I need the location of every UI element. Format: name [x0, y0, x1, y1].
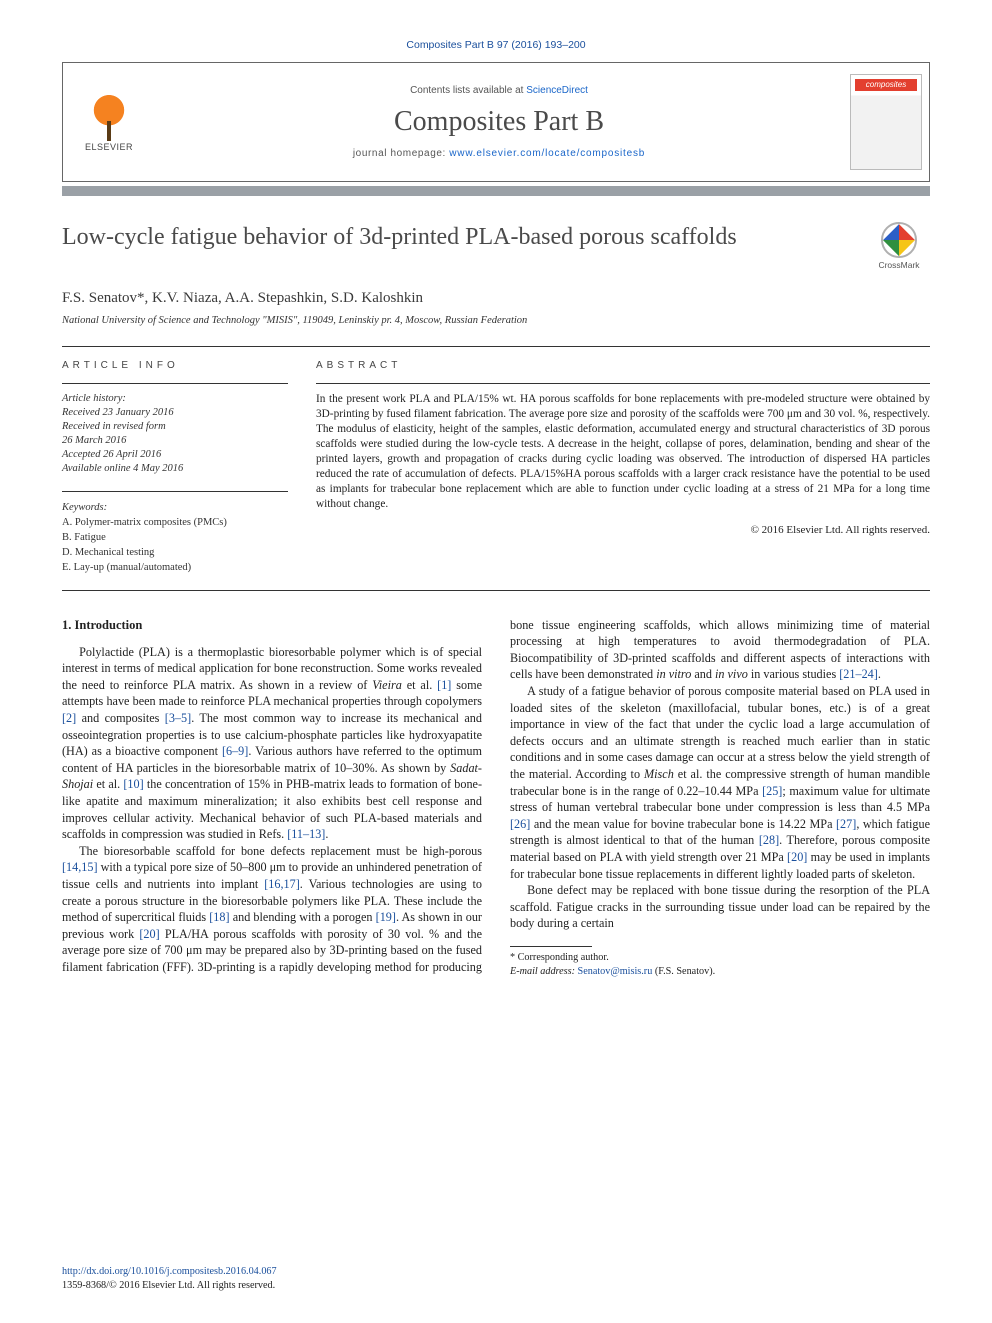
sciencedirect-link[interactable]: ScienceDirect [526, 85, 588, 96]
keywords-title: Keywords: [62, 500, 288, 515]
misch: Misch [644, 767, 674, 781]
affiliation: National University of Science and Techn… [62, 314, 930, 328]
ref-19[interactable]: [19] [376, 910, 396, 924]
publisher-logo: ELSEVIER [63, 63, 155, 181]
copyright-line: © 2016 Elsevier Ltd. All rights reserved… [316, 523, 930, 538]
elsevier-tree-icon [85, 91, 133, 139]
corresponding-author: * Corresponding author. [510, 951, 908, 965]
abstract-head: ABSTRACT [316, 359, 930, 373]
kw-a: A. Polymer-matrix composites (PMCs) [62, 515, 288, 530]
footnote-rule [510, 946, 592, 947]
journal-cover [843, 63, 929, 181]
crossmark-badge[interactable]: CrossMark [868, 222, 930, 271]
ref-10[interactable]: [10] [123, 777, 143, 791]
ref-20[interactable]: [20] [139, 927, 159, 941]
keywords-block: Keywords: A. Polymer-matrix composites (… [62, 500, 288, 576]
ref-2[interactable]: [2] [62, 711, 76, 725]
homepage-line: journal homepage: www.elsevier.com/locat… [353, 147, 645, 161]
crossmark-icon [881, 222, 917, 258]
contents-line: Contents lists available at ScienceDirec… [410, 84, 588, 98]
body-columns: 1. Introduction Polylactide (PLA) is a t… [62, 617, 930, 979]
doi-link[interactable]: http://dx.doi.org/10.1016/j.compositesb.… [62, 1266, 277, 1277]
ref-21-24[interactable]: [21–24] [839, 667, 878, 681]
info-divider [62, 383, 288, 384]
kw-d: D. Mechanical testing [62, 545, 288, 560]
in-vitro: in vitro [656, 667, 691, 681]
journal-name: Composites Part B [394, 103, 604, 141]
divider-bottom [62, 590, 930, 591]
contents-prefix: Contents lists available at [410, 85, 526, 96]
kw-divider [62, 491, 288, 492]
issn-copyright: 1359-8368/© 2016 Elsevier Ltd. All right… [62, 1280, 275, 1291]
crossmark-label: CrossMark [878, 260, 919, 271]
history-revised-line1: Received in revised form [62, 420, 288, 434]
homepage-prefix: journal homepage: [353, 148, 449, 159]
history-block: Article history: Received 23 January 201… [62, 392, 288, 477]
para-4: Bone defect may be replaced with bone ti… [510, 882, 930, 932]
history-revised-line2: 26 March 2016 [62, 434, 288, 448]
publisher-name: ELSEVIER [85, 141, 133, 153]
email-line: E-mail address: Senatov@misis.ru (F.S. S… [510, 965, 908, 979]
section-1-title: 1. Introduction [62, 617, 482, 634]
abs-divider [316, 383, 930, 384]
history-online: Available online 4 May 2016 [62, 462, 288, 476]
masthead: ELSEVIER Contents lists available at Sci… [62, 62, 930, 182]
cover-thumbnail [850, 74, 922, 170]
doi-block: http://dx.doi.org/10.1016/j.compositesb.… [62, 1265, 277, 1293]
in-vivo: in vivo [715, 667, 748, 681]
kw-e: E. Lay-up (manual/automated) [62, 560, 288, 575]
masthead-center: Contents lists available at ScienceDirec… [155, 63, 843, 181]
article-info-head: ARTICLE INFO [62, 359, 288, 373]
history-title: Article history: [62, 392, 288, 406]
ref-1[interactable]: [1] [437, 678, 451, 692]
abstract-column: ABSTRACT In the present work PLA and PLA… [316, 359, 930, 576]
history-received: Received 23 January 2016 [62, 406, 288, 420]
history-accepted: Accepted 26 April 2016 [62, 448, 288, 462]
ref-26[interactable]: [26] [510, 817, 530, 831]
authors-line: F.S. Senatov*, K.V. Niaza, A.A. Stepashk… [62, 288, 930, 308]
ref-27[interactable]: [27] [836, 817, 856, 831]
email-who: (F.S. Senatov). [652, 966, 715, 977]
ref-28[interactable]: [28] [759, 833, 779, 847]
vieira: Vieira [372, 678, 402, 692]
ref-20b[interactable]: [20] [787, 850, 807, 864]
article-info-column: ARTICLE INFO Article history: Received 2… [62, 359, 288, 576]
para-3: A study of a fatigue behavior of porous … [510, 683, 930, 882]
abstract-text: In the present work PLA and PLA/15% wt. … [316, 392, 930, 513]
ref-18[interactable]: [18] [209, 910, 229, 924]
ref-16-17[interactable]: [16,17] [264, 877, 300, 891]
article-title: Low-cycle fatigue behavior of 3d-printed… [62, 222, 868, 252]
citation-line: Composites Part B 97 (2016) 193–200 [62, 38, 930, 52]
ref-6-9[interactable]: [6–9] [222, 744, 248, 758]
footnote-block: * Corresponding author. E-mail address: … [510, 946, 908, 979]
ref-14-15[interactable]: [14,15] [62, 860, 98, 874]
ref-3-5[interactable]: [3–5] [165, 711, 191, 725]
kw-b: B. Fatigue [62, 530, 288, 545]
email-label: E-mail address: [510, 966, 575, 977]
rule-bar [62, 186, 930, 196]
ref-11-13[interactable]: [11–13] [287, 827, 325, 841]
author-email-link[interactable]: Senatov@misis.ru [578, 966, 653, 977]
para-1: Polylactide (PLA) is a thermoplastic bio… [62, 644, 482, 843]
ref-25[interactable]: [25] [762, 784, 782, 798]
homepage-link[interactable]: www.elsevier.com/locate/compositesb [449, 148, 645, 159]
